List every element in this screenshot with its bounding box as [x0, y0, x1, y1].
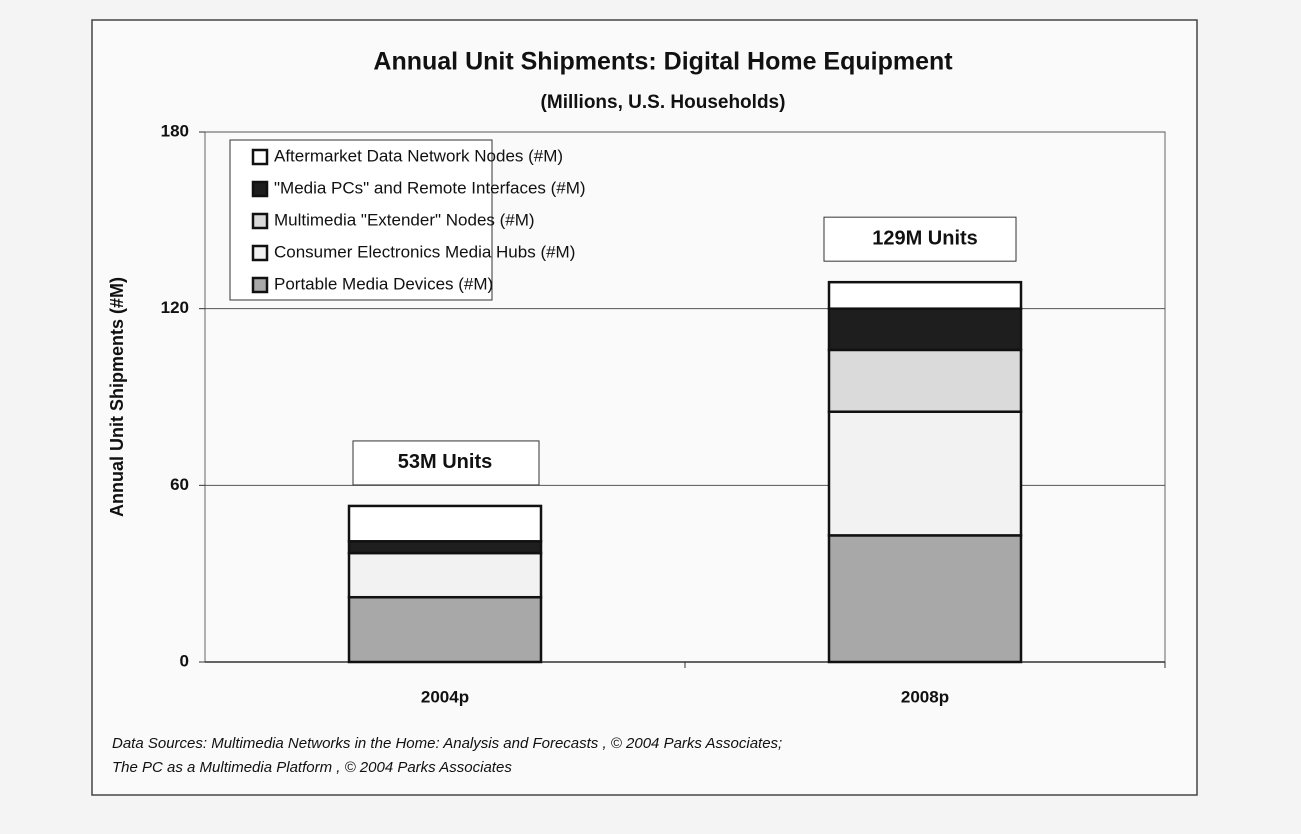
legend-label: Portable Media Devices (#M): [274, 274, 493, 293]
annotation: 129M Units: [872, 227, 978, 249]
bar-segment: [827, 534, 1023, 664]
y-axis-label: Annual Unit Shipments (#M): [107, 277, 127, 517]
chart-title: Annual Unit Shipments: Digital Home Equi…: [373, 48, 953, 76]
bar-segment: [347, 595, 543, 664]
frame: [91, 19, 1198, 796]
annotation-box: [352, 440, 540, 486]
bar-segment: [827, 307, 1023, 352]
y-tick-label: 0: [180, 651, 189, 670]
legend-swatch: [251, 276, 269, 294]
chart-subtitle: (Millions, U.S. Households): [541, 92, 786, 113]
legend-label: Multimedia "Extender" Nodes (#M): [274, 210, 535, 229]
legend-label: "Media PCs" and Remote Interfaces (#M): [274, 178, 586, 197]
legend-label: Aftermarket Data Network Nodes (#M): [274, 146, 563, 165]
legend: [229, 139, 493, 301]
source: Data Sources: Multimedia Networks in the…: [112, 735, 782, 752]
bar-segment: [827, 280, 1023, 310]
annotation: 53M Units: [398, 451, 492, 473]
x-tick-label: 2008p: [901, 687, 949, 706]
y-tick-label: 120: [161, 298, 189, 317]
legend-swatch: [251, 148, 269, 166]
bar-segment: [827, 348, 1023, 413]
y-tick-label: 60: [170, 475, 189, 494]
legend-swatch: [251, 180, 269, 198]
x-tick-label: 2004p: [421, 687, 469, 706]
legend-swatch: [251, 244, 269, 262]
bar-segment: [347, 540, 543, 555]
annotation-box: [823, 216, 1017, 262]
bar-segment: [347, 504, 543, 543]
bar-segment: [347, 551, 543, 599]
bar-segment: [827, 410, 1023, 537]
source: The PC as a Multimedia Platform , © 2004…: [112, 759, 512, 776]
y-tick-label: 180: [161, 121, 189, 140]
legend-swatch: [251, 212, 269, 230]
legend-label: Consumer Electronics Media Hubs (#M): [274, 242, 575, 261]
